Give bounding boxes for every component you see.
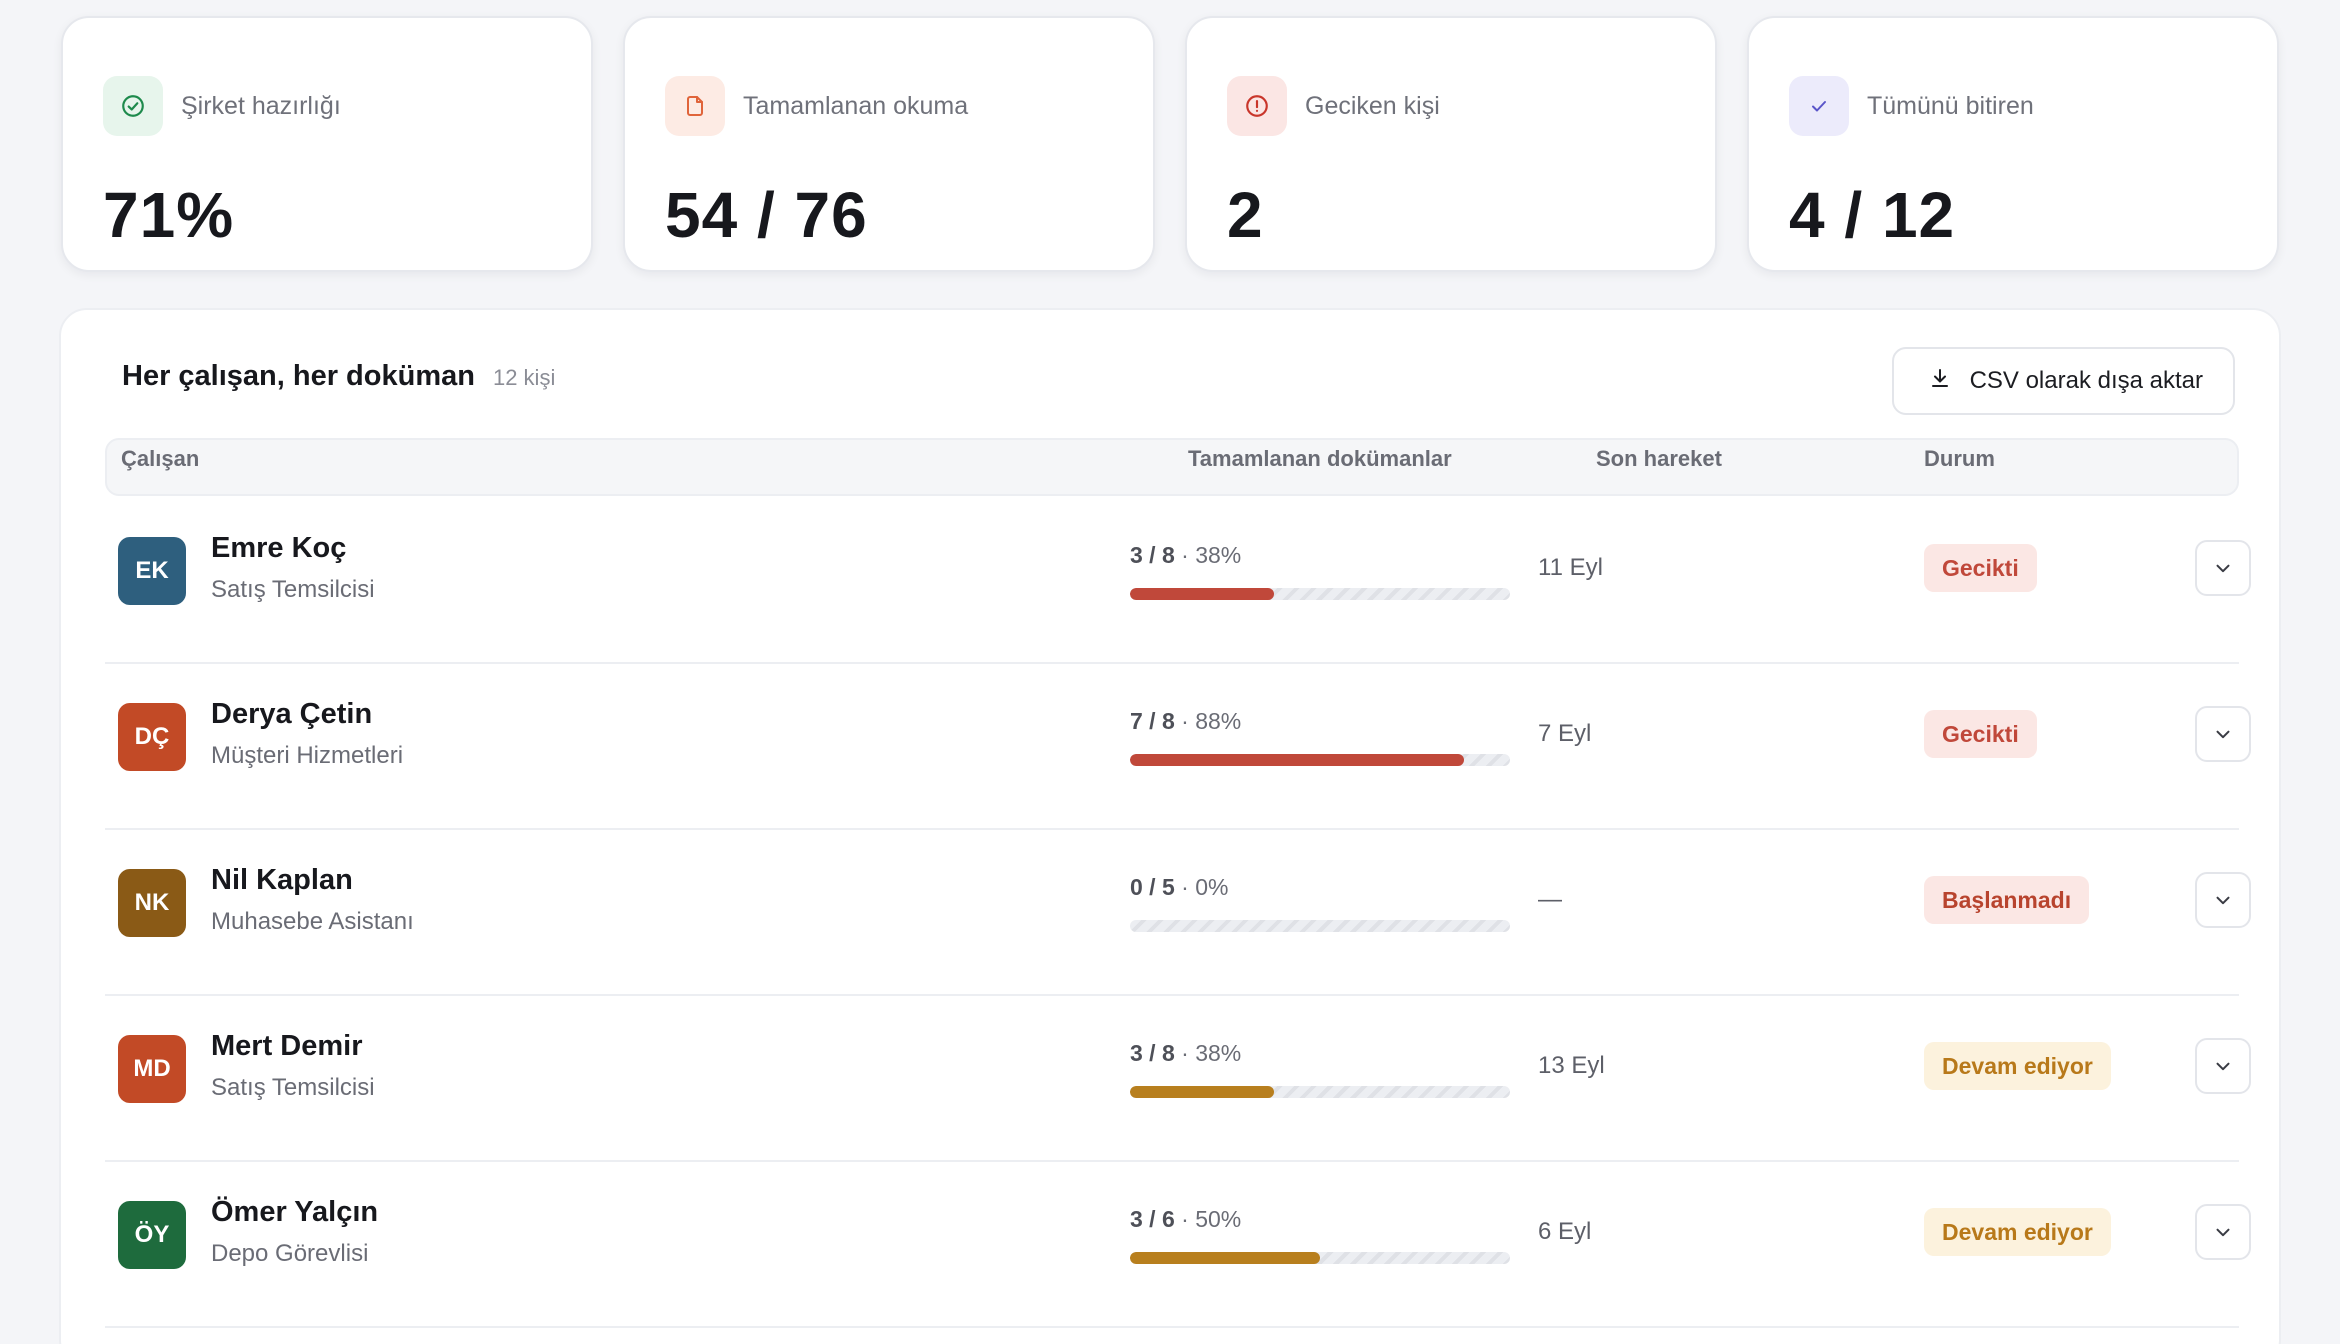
employee-role: Satış Temsilcisi: [211, 576, 375, 603]
progress-count: 3 / 8: [1130, 542, 1175, 568]
stats-row: Şirket hazırlığı 71% Tamamlanan okuma 54…: [61, 16, 2279, 272]
employee-count: 12 kişi: [492, 365, 556, 390]
employee-role: Muhasebe Asistanı: [211, 908, 414, 935]
chevron-down-icon: [2216, 564, 2230, 573]
expand-row-button[interactable]: [2195, 706, 2251, 762]
employee-name: Emre Koç: [211, 532, 347, 564]
employee-name: Nil Kaplan: [211, 864, 353, 896]
stat-value: 54 / 76: [665, 179, 868, 251]
progress-count: 3 / 6: [1130, 1206, 1175, 1232]
export-csv-button[interactable]: CSV olarak dışa aktar: [1891, 347, 2235, 415]
column-header-status: Durum: [1924, 446, 1995, 471]
stat-value: 4 / 12: [1789, 179, 1956, 251]
progress-text: 0 / 5 · 0%: [1130, 874, 1229, 900]
last-activity: 6 Eyl: [1538, 1218, 1592, 1245]
progress-percent: 38%: [1195, 542, 1242, 568]
progress-count: 3 / 8: [1130, 1040, 1175, 1066]
avatar: DÇ: [118, 703, 186, 771]
employee-role: Satış Temsilcisi: [211, 1074, 375, 1101]
stat-label: Tamamlanan okuma: [743, 91, 969, 120]
stat-value: 2: [1227, 179, 1264, 251]
table-header: Çalışan Tamamlanan dokümanlar Son hareke…: [105, 438, 2239, 496]
progress-bar: [1130, 920, 1510, 932]
last-activity: 7 Eyl: [1538, 720, 1592, 747]
expand-row-button[interactable]: [2195, 1204, 2251, 1260]
avatar: MD: [118, 1035, 186, 1103]
progress-bar: [1130, 754, 1510, 766]
progress-bar: [1130, 588, 1510, 600]
progress-bar-fill: [1130, 1252, 1320, 1264]
chevron-down-icon: [2216, 1228, 2230, 1237]
table-row: MD Mert Demir Satış Temsilcisi 3 / 8 · 3…: [105, 996, 2251, 1162]
chevron-down-icon: [2216, 730, 2230, 739]
progress-text: 3 / 8 · 38%: [1130, 542, 1242, 568]
last-activity: —: [1538, 886, 1562, 913]
expand-row-button[interactable]: [2195, 1038, 2251, 1094]
progress-text: 7 / 8 · 88%: [1130, 708, 1242, 734]
status-badge: Devam ediyor: [1924, 1208, 2111, 1256]
progress-bar-fill: [1130, 1086, 1275, 1098]
progress-percent: 88%: [1195, 708, 1242, 734]
table-row: ÖY Ömer Yalçın Depo Görevlisi 3 / 6 · 50…: [105, 1162, 2251, 1328]
column-header-employee: Çalışan: [121, 446, 200, 471]
status-badge: Başlanmadı: [1924, 876, 2090, 924]
alert-circle-icon: [1227, 76, 1287, 136]
avatar: ÖY: [118, 1201, 186, 1269]
employee-role: Depo Görevlisi: [211, 1240, 369, 1267]
employee-documents-panel: Her çalışan, her doküman 12 kişi CSV ola…: [59, 308, 2281, 1344]
column-header-completed: Tamamlanan dokümanlar: [1188, 446, 1452, 471]
check-circle-icon: [103, 76, 163, 136]
table-row: DÇ Derya Çetin Müşteri Hizmetleri 7 / 8 …: [105, 664, 2251, 830]
progress-percent: 38%: [1195, 1040, 1242, 1066]
check-icon: [1789, 76, 1849, 136]
status-badge: Devam ediyor: [1924, 1042, 2111, 1090]
avatar: EK: [118, 537, 186, 605]
progress-bar-fill: [1130, 754, 1465, 766]
last-activity: 13 Eyl: [1538, 1052, 1605, 1079]
chevron-down-icon: [2216, 1062, 2230, 1071]
table-row: EK Emre Koç Satış Temsilcisi 3 / 8 · 38%…: [105, 498, 2251, 664]
export-csv-label: CSV olarak dışa aktar: [1969, 367, 2203, 394]
progress-bar: [1130, 1252, 1510, 1264]
progress-bar: [1130, 1086, 1510, 1098]
expand-row-button[interactable]: [2195, 540, 2251, 596]
avatar: NK: [118, 869, 186, 937]
column-header-last-activity: Son hareket: [1596, 446, 1722, 471]
stat-value: 71%: [103, 179, 235, 251]
expand-row-button[interactable]: [2195, 872, 2251, 928]
status-badge: Gecikti: [1924, 544, 2037, 592]
stat-label: Şirket hazırlığı: [181, 91, 341, 120]
stat-card-completed-reading: Tamamlanan okuma 54 / 76: [623, 16, 1155, 272]
download-icon: [1928, 366, 1952, 397]
chevron-down-icon: [2216, 896, 2230, 905]
panel-title: Her çalışan, her doküman: [122, 360, 475, 392]
stat-card-late-people: Geciken kişi 2: [1185, 16, 1717, 272]
progress-text: 3 / 8 · 38%: [1130, 1040, 1242, 1066]
table-row: NK Nil Kaplan Muhasebe Asistanı 0 / 5 · …: [105, 830, 2251, 996]
employee-name: Ömer Yalçın: [211, 1196, 379, 1228]
employee-role: Müşteri Hizmetleri: [211, 742, 404, 769]
stat-card-readiness: Şirket hazırlığı 71%: [61, 16, 593, 272]
progress-percent: 0%: [1195, 874, 1229, 900]
progress-count: 0 / 5: [1130, 874, 1175, 900]
panel-header: Her çalışan, her doküman 12 kişi: [122, 360, 555, 393]
last-activity: 11 Eyl: [1538, 554, 1603, 581]
status-badge: Gecikti: [1924, 710, 2037, 758]
stat-label: Tümünü bitiren: [1867, 91, 2034, 120]
employee-name: Derya Çetin: [211, 698, 373, 730]
stat-card-finished-all: Tümünü bitiren 4 / 12: [1747, 16, 2279, 272]
progress-bar-fill: [1130, 588, 1275, 600]
progress-text: 3 / 6 · 50%: [1130, 1206, 1242, 1232]
employee-name: Mert Demir: [211, 1030, 363, 1062]
stat-label: Geciken kişi: [1305, 91, 1440, 120]
document-icon: [665, 76, 725, 136]
progress-percent: 50%: [1195, 1206, 1242, 1232]
progress-count: 7 / 8: [1130, 708, 1175, 734]
